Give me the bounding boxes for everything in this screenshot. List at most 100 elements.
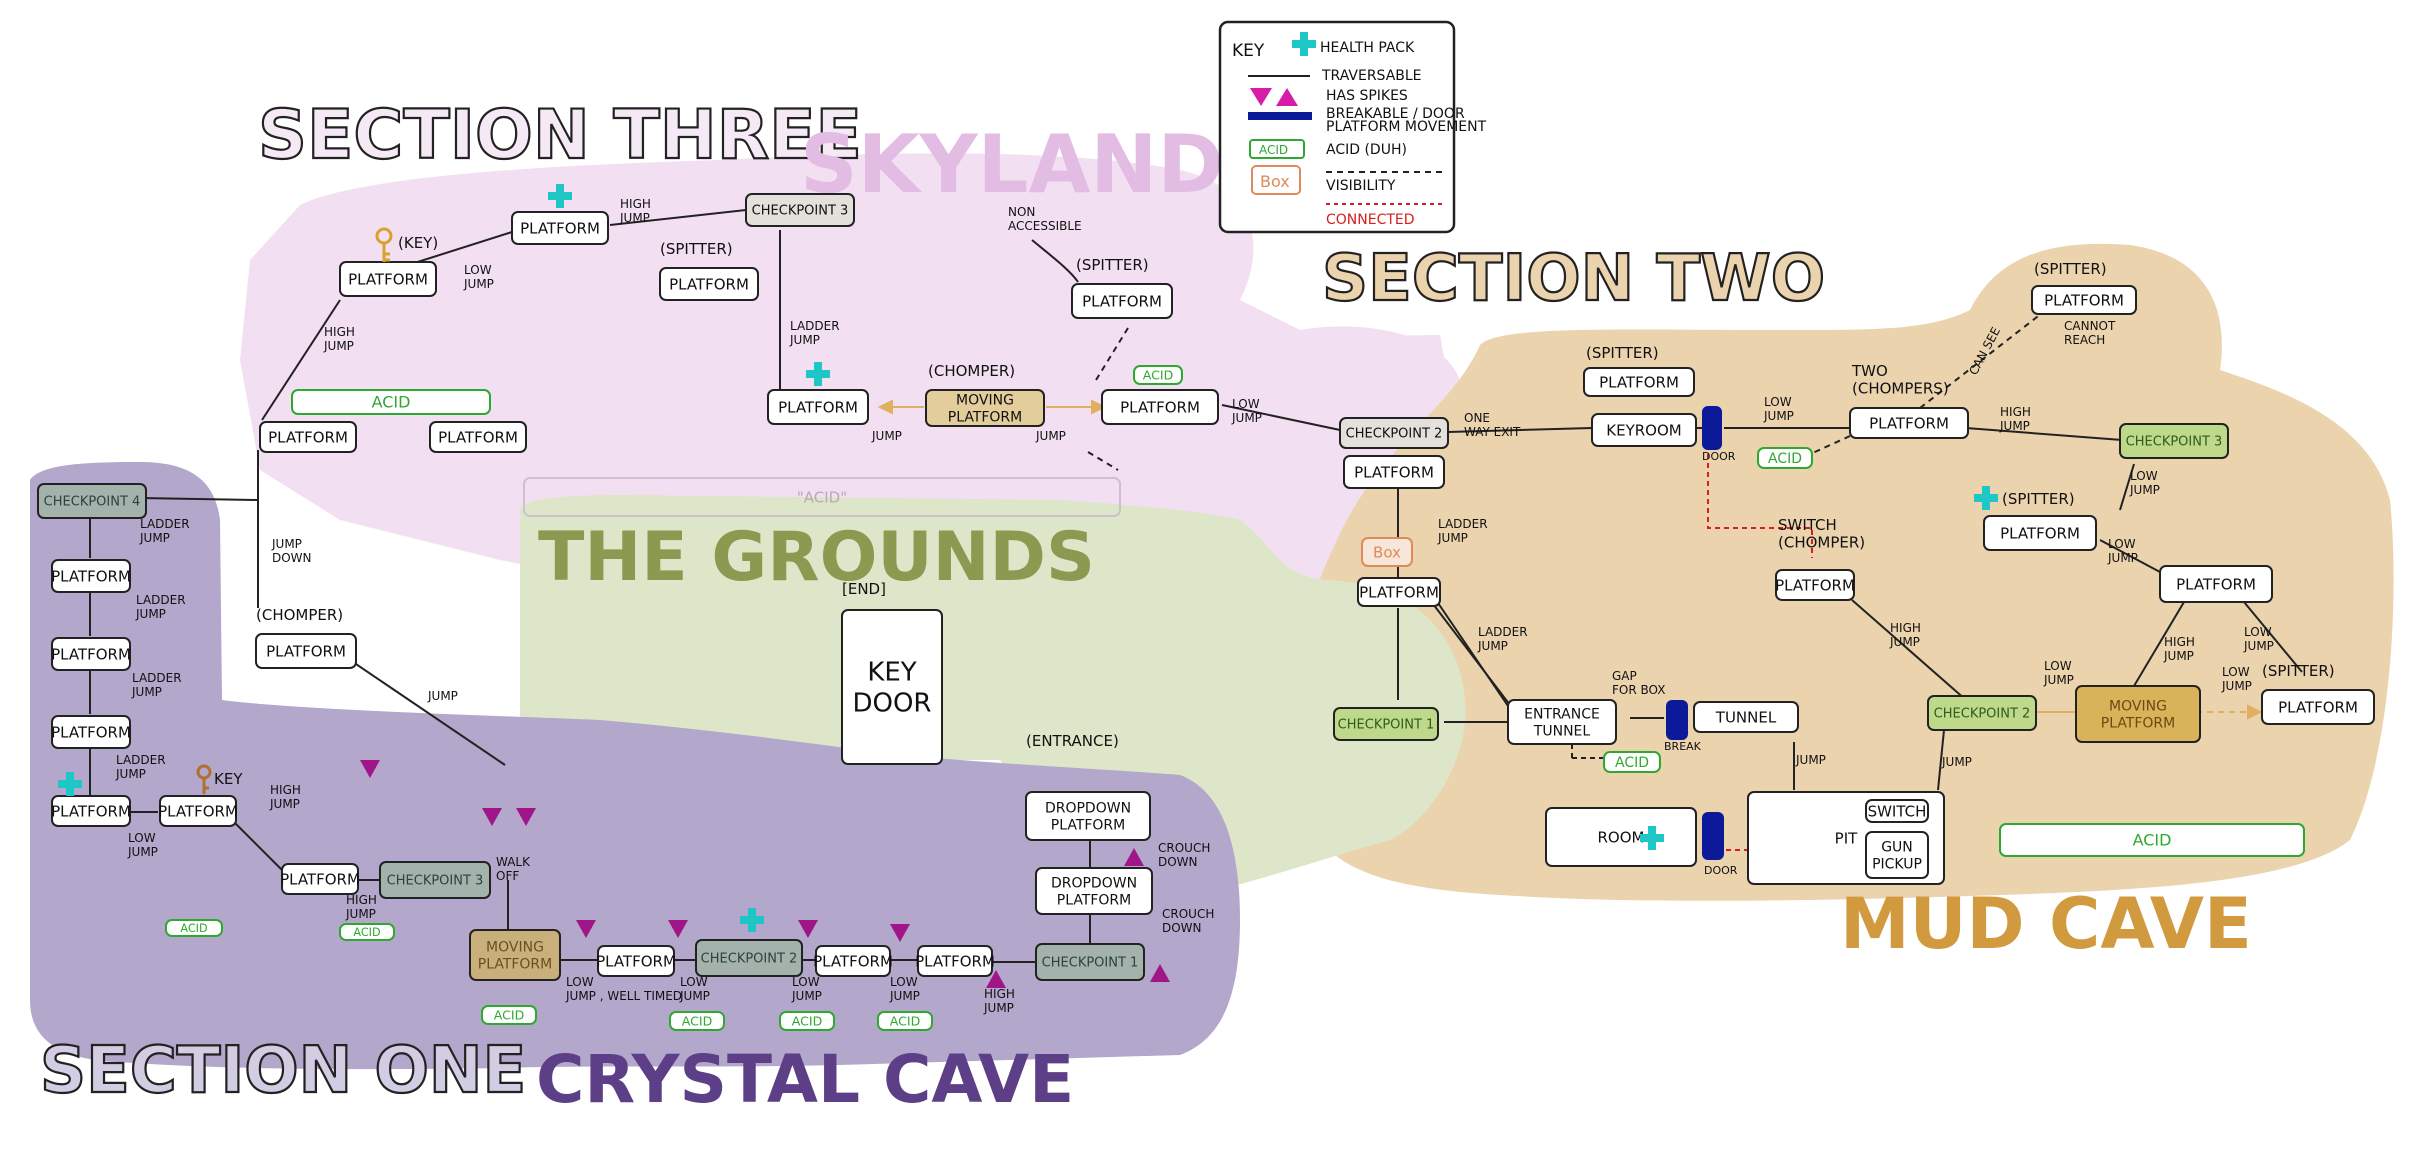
node-label: PLATFORM xyxy=(158,802,238,820)
edge-label-text: HIGH xyxy=(984,987,1015,1001)
node-box xyxy=(745,193,855,227)
node-label: (CHOMPER) xyxy=(1778,533,1865,551)
node-box xyxy=(511,211,609,245)
edge-label-text: JUMP xyxy=(2243,639,2274,653)
node-box xyxy=(51,559,131,593)
node-label: CHECKPOINT 3 xyxy=(387,874,484,889)
node-label: DOOR xyxy=(852,689,931,719)
door-icon xyxy=(1666,700,1688,740)
edge-label-text: JUMP xyxy=(127,845,158,859)
node-box xyxy=(1333,707,1439,741)
node-entrance: (ENTRANCE) xyxy=(1026,732,1119,750)
door-icon xyxy=(1702,812,1724,860)
node-box xyxy=(779,1011,835,1031)
node-label: PLATFORM xyxy=(1359,583,1439,601)
edge-label-text: DOWN xyxy=(1162,921,1202,935)
node-label: PLATFORM xyxy=(51,567,131,585)
node-label: SWITCH xyxy=(1778,516,1837,534)
node-box xyxy=(1999,823,2305,857)
node-label: PLATFORM xyxy=(520,219,600,237)
edge-label-text: LADDER xyxy=(790,319,840,333)
node-label: PLATFORM xyxy=(948,409,1022,425)
node-label: ENTRANCE xyxy=(1524,707,1600,723)
node-box xyxy=(281,863,359,895)
node-two-chompers: TWO(CHOMPERS) xyxy=(1851,362,1949,397)
node-label: PLATFORM xyxy=(669,275,749,293)
edge-label-text: LADDER xyxy=(136,593,186,607)
node-box xyxy=(1507,699,1617,745)
edge-label-text: JUMP , WELL TIMED xyxy=(565,989,682,1003)
node-label: CHECKPOINT 2 xyxy=(701,952,798,967)
edge-label-text: NON xyxy=(1008,205,1035,219)
node-label: MOVING xyxy=(956,393,1014,409)
node-box xyxy=(1849,407,1969,439)
node-label: ACID xyxy=(1768,451,1802,467)
node-label: ACID xyxy=(372,393,411,412)
legend-acid-desc: ACID (DUH) xyxy=(1326,142,1407,158)
node-label: TWO xyxy=(1851,362,1888,380)
node-box xyxy=(2159,565,2273,603)
node-label: ROOM xyxy=(1598,828,1645,846)
node-label: DROPDOWN xyxy=(1051,876,1137,892)
node-box xyxy=(1775,569,1855,601)
node-box xyxy=(291,389,491,415)
node-label: PLATFORM xyxy=(51,723,131,741)
node-box xyxy=(379,861,491,899)
node-s1-plat-5: PLATFORM xyxy=(158,795,238,827)
node-s2-acid1: ACID xyxy=(1757,447,1813,469)
node-s3-acid-ghost: "ACID" xyxy=(523,477,1121,517)
node-box xyxy=(1983,515,2097,551)
spike-down-icon xyxy=(516,808,536,826)
edge-label-text: JUMP xyxy=(2043,673,2074,687)
spike-up-icon xyxy=(986,970,1006,988)
node-cp1-grounds: CHECKPOINT 1 xyxy=(1333,707,1439,741)
health-pack-icon xyxy=(740,908,764,932)
node-label: CHECKPOINT 1 xyxy=(1338,718,1435,733)
node-label: ACID xyxy=(2133,831,2172,850)
legend-health: HEALTH PACK xyxy=(1320,40,1415,56)
edge-label-text: JUMP xyxy=(269,797,300,811)
node-box xyxy=(841,609,943,765)
spike-down-icon xyxy=(360,760,380,778)
health-pack-icon xyxy=(1974,486,1998,510)
node-s2-cp2: CHECKPOINT 2 xyxy=(1927,695,2037,731)
node-box xyxy=(1583,367,1695,397)
node-s3-plat-right: PLATFORM xyxy=(1101,389,1219,425)
node-s2-plat-chomp: PLATFORM xyxy=(1849,407,1969,439)
spike-down-icon xyxy=(668,920,688,938)
node-s3-plat-top: PLATFORM xyxy=(511,211,609,245)
icons xyxy=(58,184,1998,988)
edge-label-text: CROUCH xyxy=(1162,907,1214,921)
node-label: (CHOMPER) xyxy=(928,362,1015,380)
node-label: PLATFORM xyxy=(348,270,428,288)
legend-breakable: BREAKABLE / DOOR xyxy=(1326,106,1465,122)
node-box xyxy=(1035,867,1153,915)
edge-label-text: DOWN xyxy=(272,551,312,565)
edge-label-text: JUMP xyxy=(271,537,302,551)
title-mud-cave: MUD CAVE xyxy=(1840,883,2252,965)
edge-label-text: LOW xyxy=(2222,665,2250,679)
node-box xyxy=(2075,685,2201,743)
edge-label-text: LOW xyxy=(2130,469,2158,483)
node-label: ACID xyxy=(180,922,207,935)
edge-label-text: HIGH xyxy=(2164,635,2195,649)
edge-label-text: JUMP xyxy=(1437,531,1468,545)
node-box xyxy=(1101,389,1219,425)
